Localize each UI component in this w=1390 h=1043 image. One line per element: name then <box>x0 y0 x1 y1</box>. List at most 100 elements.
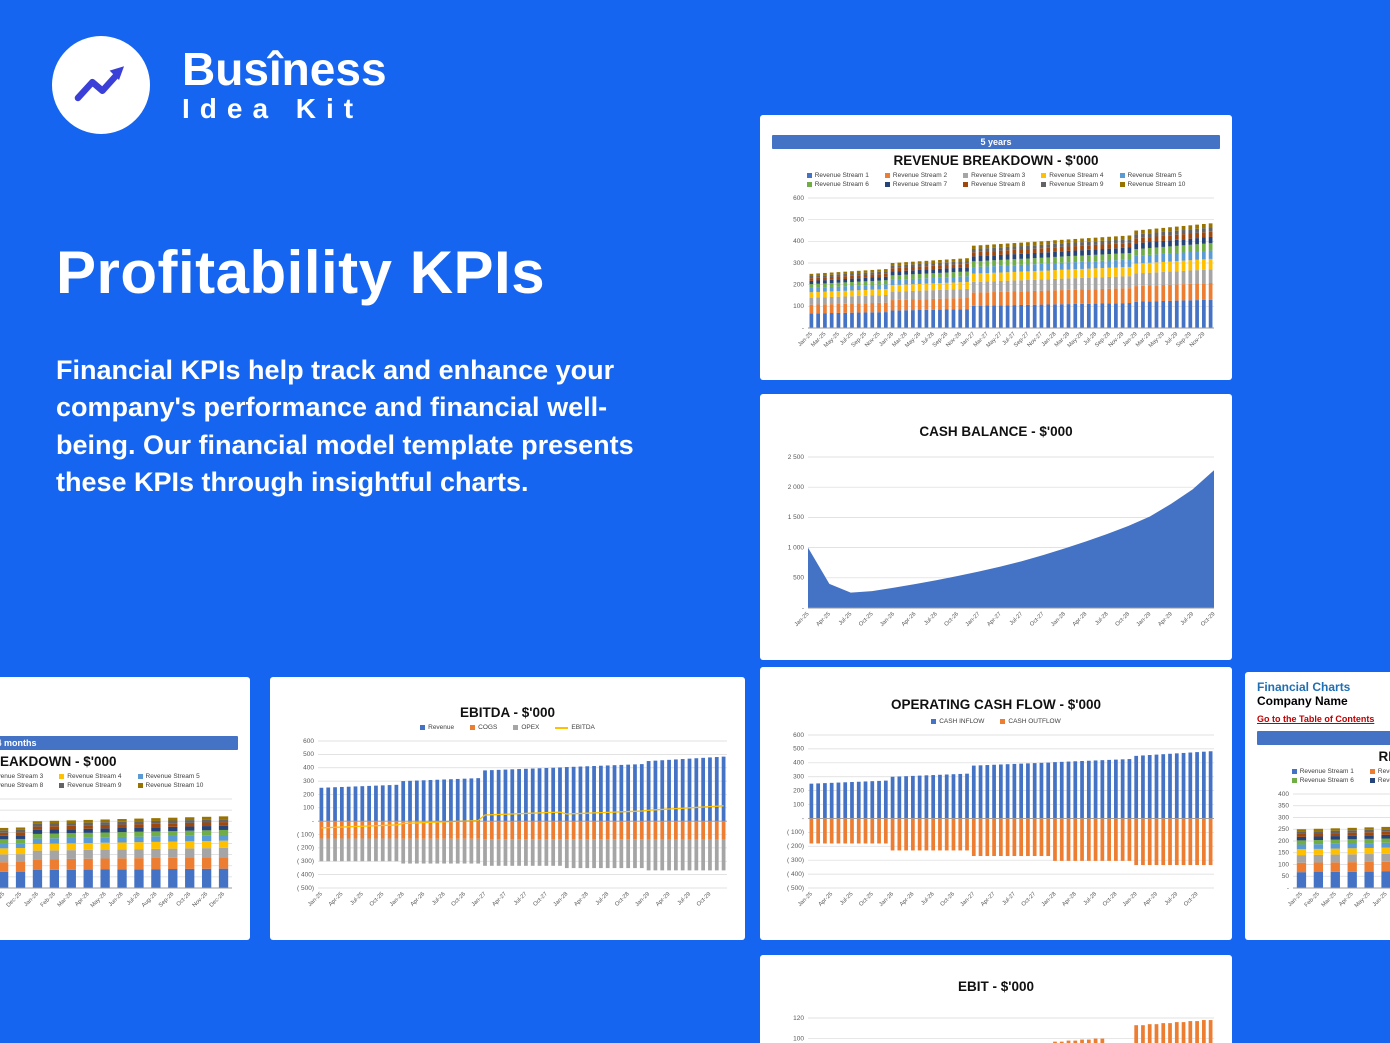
chart-canvas <box>772 1010 1220 1043</box>
toc-header: Financial Charts Company Name Go to the … <box>1257 680 1390 731</box>
legend-label: Revenue Stream 7 <box>1377 776 1390 784</box>
chart-legend: CASH INFLOW CASH OUTFLOW <box>772 718 1220 725</box>
legend-label: Revenue Stream 3 <box>971 172 1026 179</box>
legend-label: EBITDA <box>571 724 595 731</box>
legend-label: CASH OUTFLOW <box>1008 718 1061 725</box>
legend-item: Revenue <box>420 724 454 731</box>
chart-plot-area <box>772 190 1220 372</box>
company-name: Company Name <box>0 699 238 713</box>
chart-canvas <box>0 790 238 932</box>
legend-label: Revenue Stream 8 <box>0 781 44 789</box>
legend-item: Revenue Stream 8 <box>0 782 43 789</box>
legend-marker-icon <box>963 182 969 187</box>
legend-marker-icon <box>420 725 426 730</box>
legend-marker-icon <box>1041 173 1047 178</box>
company-name: Company Name <box>1257 694 1348 709</box>
legend-marker-icon <box>59 773 65 779</box>
legend-item: EBITDA <box>555 724 595 731</box>
chart-plot-area <box>772 727 1220 932</box>
legend-marker-icon <box>1119 173 1125 178</box>
legend-item: CASH INFLOW <box>931 718 984 725</box>
legend-item: Revenue Stream 10 <box>137 782 203 789</box>
chart-title: REVENUE BREAKDOWN - $'000 <box>0 753 117 769</box>
chart-title: REVENUE BREAKDOWN - $'000 <box>893 153 1099 168</box>
page-title: Profitability KPIs <box>56 239 546 306</box>
legend-label: Revenue <box>428 724 455 731</box>
legend-label: OPEX <box>521 724 540 731</box>
legend-label: Revenue Stream 8 <box>971 181 1026 188</box>
chart-period-banner: 24 months <box>1257 730 1390 745</box>
legend-item: Revenue Stream 9 <box>1041 181 1104 188</box>
financial-charts-title: Financial Charts <box>0 685 238 699</box>
chart-legend: Revenue COGS OPEX EBITDA <box>282 724 733 731</box>
legend-item: Revenue Stream 3 <box>963 172 1025 179</box>
toc-header: Financial Charts Company Name Go to the … <box>0 685 238 736</box>
legend-item: Revenue Stream 4 <box>59 772 122 780</box>
card-revenue-breakdown-24m: Financial Charts Company Name Go to the … <box>0 677 250 940</box>
legend-marker-icon <box>806 182 812 187</box>
chart-canvas <box>772 190 1220 372</box>
legend-item: Revenue Stream 9 <box>59 781 122 789</box>
chart-canvas <box>282 733 733 932</box>
legend-item: Revenue Stream 3 <box>0 773 43 780</box>
chart-plot-area <box>0 790 238 932</box>
legend-marker-icon <box>513 725 519 730</box>
legend-label: Revenue Stream 5 <box>1127 172 1182 179</box>
legend-marker-icon <box>1000 719 1006 724</box>
legend-marker-icon <box>1291 777 1297 783</box>
logo-line2: Idea Kit <box>182 92 364 124</box>
legend-marker-icon <box>1369 777 1375 783</box>
legend-label: COGS <box>478 724 498 731</box>
legend-label: Revenue Stream 1 <box>1299 767 1354 775</box>
chart-period-banner: 24 months <box>0 735 238 750</box>
legend-label: Revenue Stream 1 <box>814 172 869 179</box>
legend-marker-icon <box>59 782 65 788</box>
legend-item: Revenue Stream 1 <box>1291 767 1354 775</box>
chart-period-banner: 5 years <box>772 135 1220 149</box>
legend-item: Revenue Stream 6 <box>1291 777 1354 784</box>
chart-plot-area <box>772 449 1220 652</box>
legend-label: Revenue Stream 4 <box>1049 172 1104 179</box>
legend-item: Revenue Stream 8 <box>963 181 1025 188</box>
chart-title: OPERATING CASH FLOW - $'000 <box>891 697 1101 712</box>
logo-line1: Busîness <box>182 43 387 96</box>
legend-label: Revenue Stream 2 <box>892 172 948 179</box>
logo: Busîness Idea Kit <box>52 36 387 134</box>
legend-label: Revenue Stream 9 <box>67 781 122 789</box>
legend-label: Revenue Stream 3 <box>0 772 44 780</box>
logo-circle <box>52 36 150 134</box>
chart-plot-area <box>1257 785 1390 932</box>
legend-marker-icon <box>1119 182 1125 187</box>
legend-label: Revenue Stream 4 <box>67 772 122 780</box>
legend-item: Revenue Stream 7 <box>1369 776 1390 784</box>
legend-marker-icon <box>1369 768 1375 774</box>
legend-item: COGS <box>470 724 497 731</box>
chart-title: EBITDA - $'000 <box>460 705 555 720</box>
legend-item: Revenue Stream 5 <box>1119 172 1186 179</box>
card-operating-cash-flow: OPERATING CASH FLOW - $'000 CASH INFLOW CA… <box>760 667 1232 940</box>
legend-item: Revenue Stream 7 <box>884 181 948 188</box>
legend-item: OPEX <box>513 724 539 731</box>
chart-plot-area <box>772 1010 1220 1043</box>
chart-canvas <box>1257 785 1390 932</box>
chart-title: REVENUE BREAKDOWN - $'000 <box>1378 748 1390 764</box>
legend-item: Revenue Stream 4 <box>1041 172 1104 179</box>
legend-label: Revenue Stream 7 <box>892 181 948 188</box>
legend-item: Revenue Stream 1 <box>806 172 869 179</box>
table-of-contents-link[interactable]: Go to the Table of Contents <box>1257 713 1375 724</box>
legend-label: Revenue Stream 9 <box>1049 181 1104 188</box>
legend-item: Revenue Stream 5 <box>137 773 204 780</box>
card-financial-charts: Financial Charts Company Name Go to the … <box>1245 672 1390 940</box>
logo-text: Busîness Idea Kit <box>182 45 387 124</box>
legend-label: Revenue Stream 10 <box>1127 181 1186 188</box>
legend-marker-icon <box>884 182 890 187</box>
legend-item: Revenue Stream 10 <box>1119 181 1186 188</box>
chart-title: CASH BALANCE - $'000 <box>919 424 1073 439</box>
legend-marker-icon <box>931 719 937 724</box>
legend-marker-icon <box>555 726 569 729</box>
trend-arrow-icon <box>74 66 125 102</box>
legend-marker-icon <box>137 773 143 779</box>
